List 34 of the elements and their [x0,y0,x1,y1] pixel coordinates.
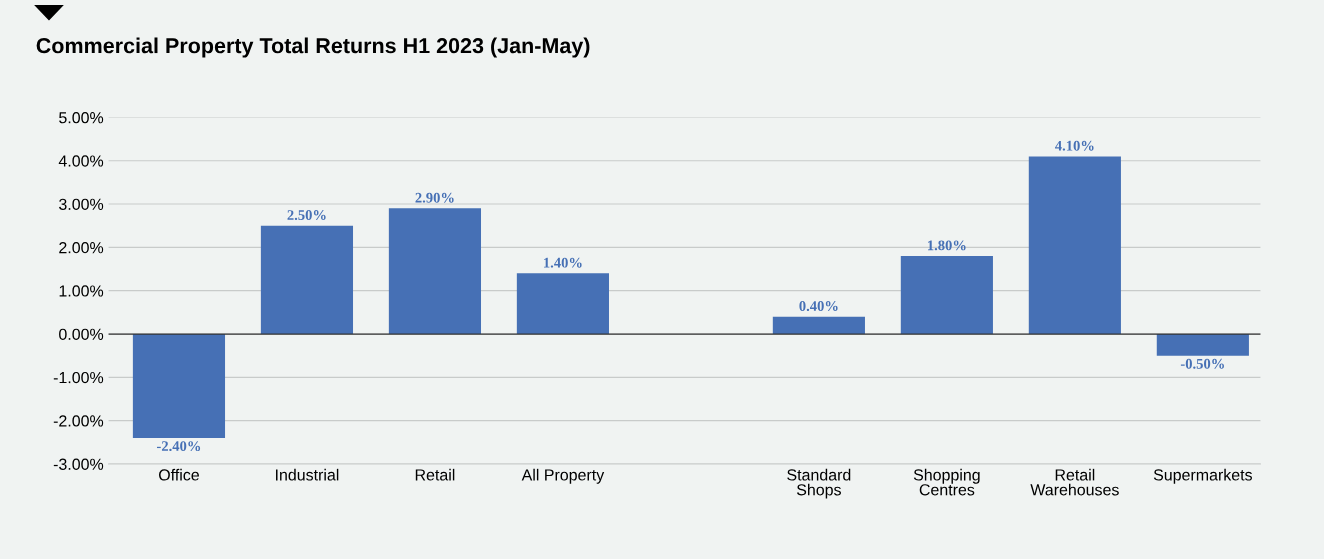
y-tick-label: 0.00% [59,328,104,340]
bar [260,225,354,334]
x-tick-label: All Property [521,468,605,484]
bar [772,316,865,334]
data-label: -2.40% [157,441,201,452]
data-label: -0.50% [1180,358,1224,369]
bar [900,256,993,334]
data-label: 4.10% [1055,140,1094,151]
y-tick-label: 4.00% [58,155,104,167]
y-tick-label: 1.00% [59,285,104,297]
y-tick-label: 2.00% [59,241,104,254]
y-tick-label: 5.00% [59,112,104,124]
data-label: 1.40% [544,257,582,268]
y-tick-label: -2.00% [53,415,104,427]
y-tick-label: -3.00% [53,458,104,470]
x-tick-label: Retail [415,468,455,481]
bar [388,208,482,334]
x-tick-label: Retail Warehouses [1030,468,1119,496]
x-tick-label: Supermarkets [1153,468,1252,484]
chart-title: Commercial Property Total Returns H1 2023 (Jan-May) [36,37,590,58]
y-tick-label: -1.00% [53,371,104,384]
x-tick-label: Industrial [276,468,339,481]
bar [1028,156,1121,334]
data-label: 0.40% [799,301,838,311]
data-label: 2.50% [287,210,326,221]
x-tick-label: Shopping Centres [913,468,980,496]
x-tick-label: Office [159,468,199,481]
y-tick-label: 3.00% [59,198,104,210]
bar [516,273,609,334]
bar [1156,334,1249,356]
data-label: 2.90% [415,192,454,203]
x-tick-label: Standard Shops [787,468,851,499]
data-label: 1.80% [928,240,966,251]
bar [132,334,226,438]
